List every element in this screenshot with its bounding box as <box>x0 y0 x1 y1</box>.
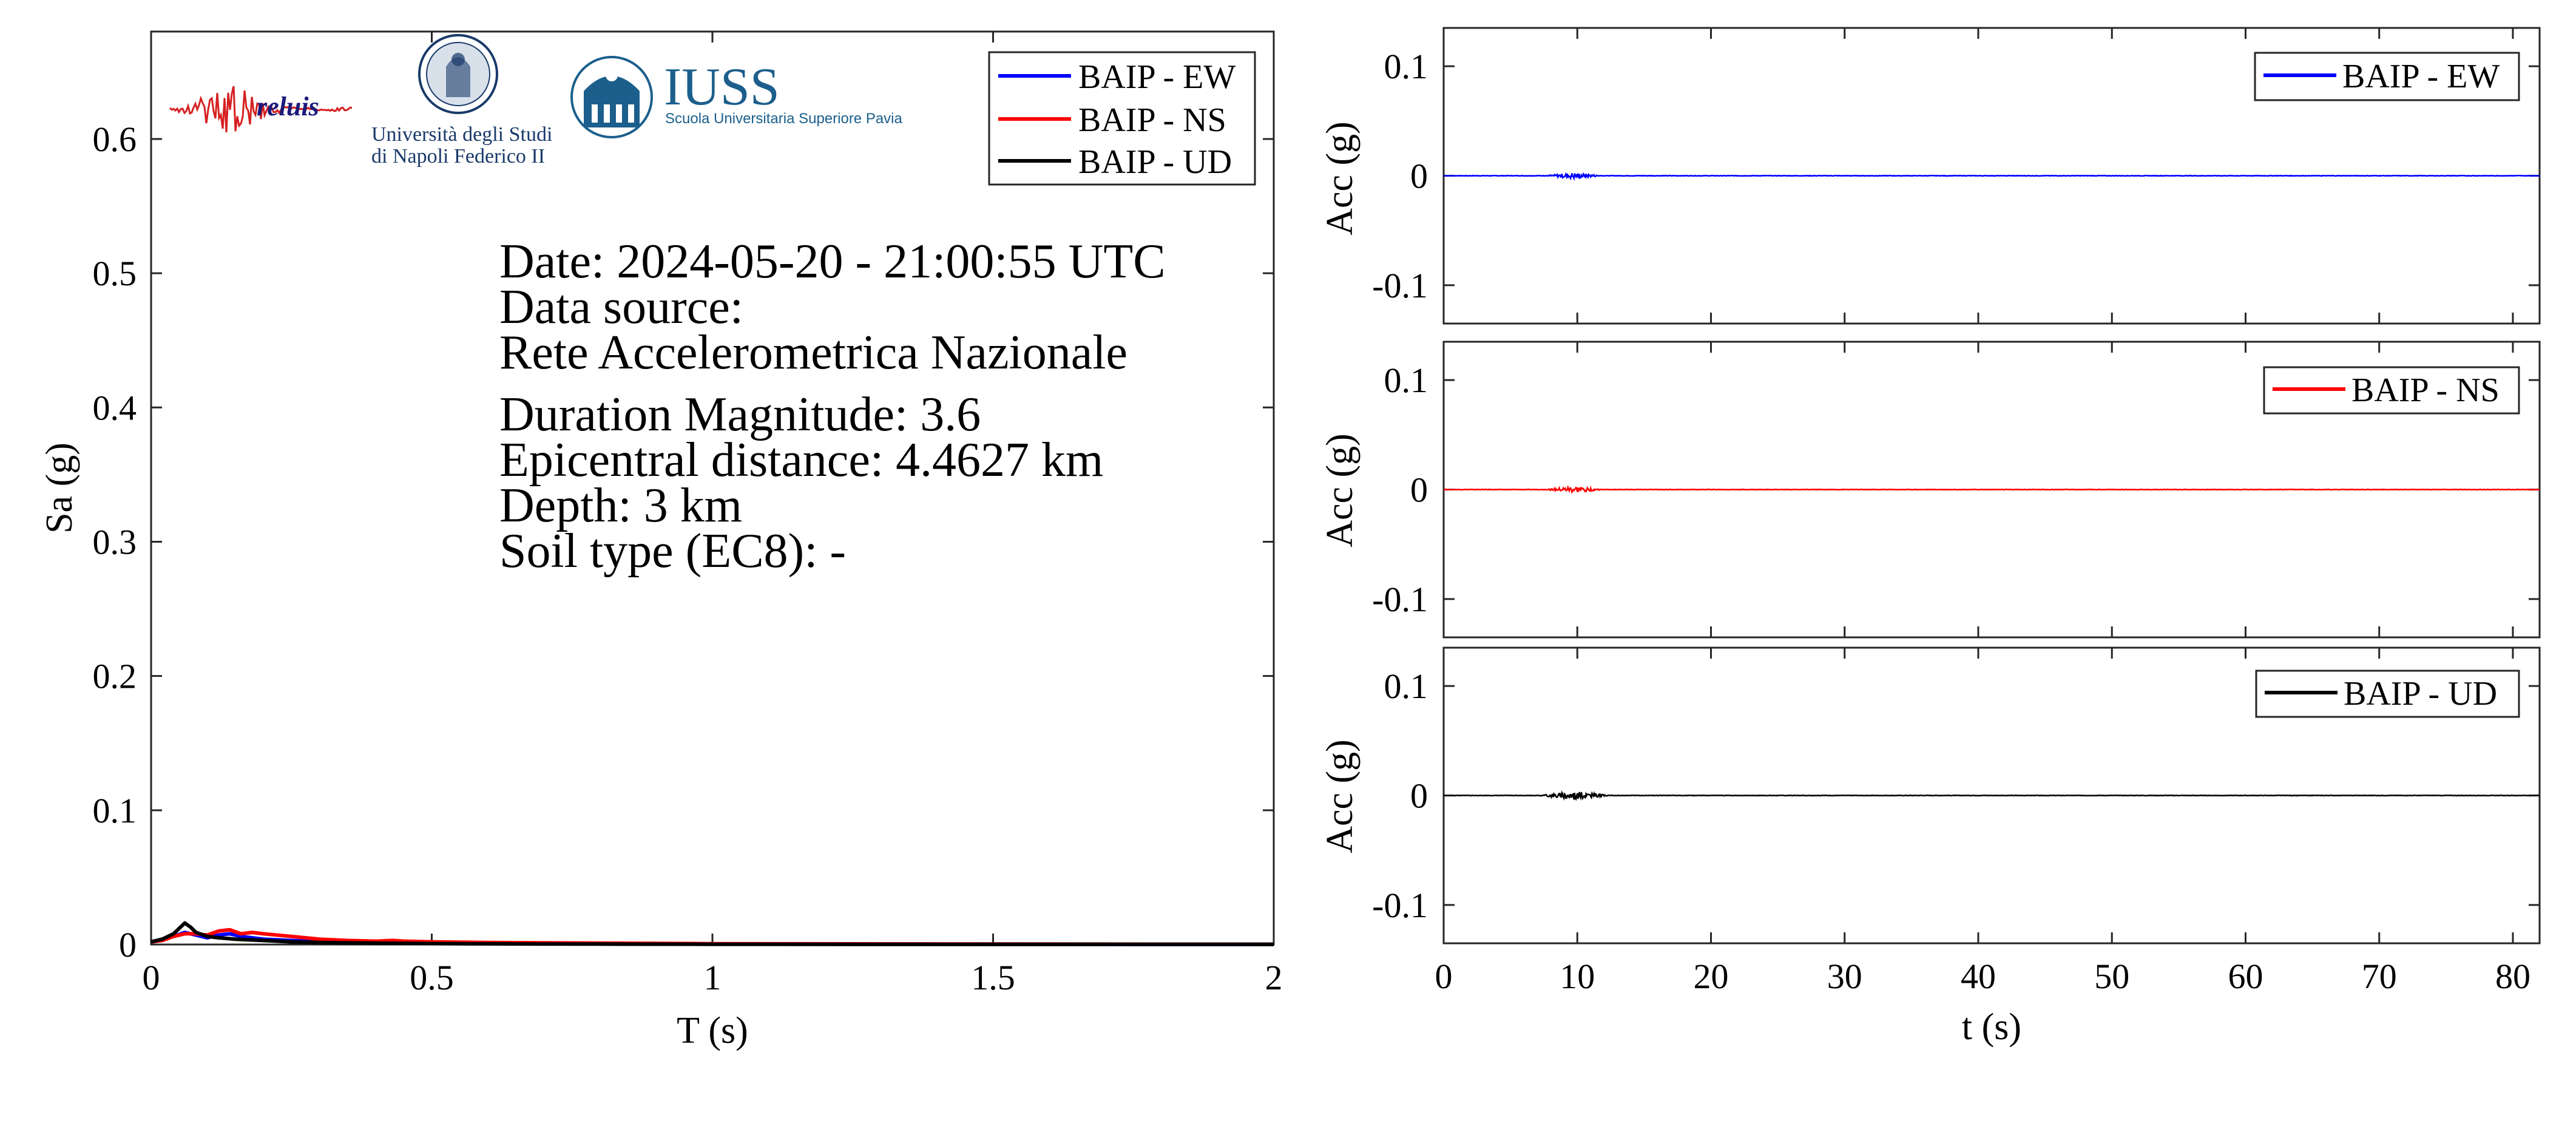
acc-ew-series <box>1444 172 2540 181</box>
legend-label-ns: BAIP - NS <box>1078 101 1226 139</box>
acc-x-tick-label: 60 <box>2228 957 2263 996</box>
spectrum-x-tick-label: 1.5 <box>971 958 1015 997</box>
acc-ew-y-tick-label: -0.1 <box>1372 266 1428 305</box>
depth: Depth: 3 km <box>499 479 742 532</box>
spectrum-x-tick-label: 1 <box>704 958 722 997</box>
acceleration-panel-ew: 0.1 0 -0.1 BAIP - EW Acc (g) <box>1319 27 2541 325</box>
spectrum-y-tick-label: 0 <box>119 925 137 965</box>
acc-x-tick-label: 30 <box>1827 957 1862 996</box>
acc-ns-trace <box>1443 484 2540 494</box>
acc-ud-ticks: 0.10-0.10 10 20 30 40 50 60 70 80 <box>1372 648 2540 996</box>
acc-x-tick-label: 50 <box>2094 957 2129 996</box>
acc-ns-y-tick-label: 0.1 <box>1384 361 1428 400</box>
acceleration-panel-ns: 0.1 0 -0.1 BAIP - NS Acc (g) <box>1319 341 2541 639</box>
acc-ns-y-tick-label: 0 <box>1410 470 1428 510</box>
spectrum-legend: BAIP - EW BAIP - NS BAIP - UD <box>988 51 1256 186</box>
event-info-block: Date: 2024-05-20 - 21:00:55 UTC Data sou… <box>499 235 1166 578</box>
iuss-logo-subtitle: Scuola Universitaria Superiore Pavia <box>665 110 903 127</box>
acc-ud-y-tick-label: 0.1 <box>1384 666 1428 706</box>
acc-ns-y-tick-label: -0.1 <box>1372 580 1428 619</box>
acc-x-tick-label: 40 <box>1961 957 1996 996</box>
acc-ew-y-axis-title: Acc (g) <box>1319 121 1361 236</box>
acc-ud-y-tick-label: 0 <box>1410 776 1428 816</box>
data-source-name: Rete Accelerometrica Nazionale <box>499 326 1127 379</box>
time-x-axis-title: t (s) <box>1962 1006 2021 1048</box>
spectrum-x-tick-label: 2 <box>1265 958 1283 997</box>
reluis-logo: reluis <box>169 86 353 133</box>
iuss-logo-title: IUSS <box>664 58 780 117</box>
acc-ud-y-axis-title: Acc (g) <box>1319 739 1361 853</box>
acc-x-tick-label: 80 <box>2495 957 2530 996</box>
spectrum-y-tick-label: 0.4 <box>93 388 137 427</box>
acc-ew-ticks: 0.1 0 -0.1 <box>1372 28 2540 324</box>
spectrum-x-tick-label: 0 <box>143 958 160 997</box>
acceleration-panel-ud: 0.10-0.10 10 20 30 40 50 60 70 80 BAIP - UD Acc … <box>1319 646 2541 1048</box>
acc-ns-y-axis-title: Acc (g) <box>1319 433 1361 548</box>
acc-ud-series <box>1443 790 2540 801</box>
spectrum-y-tick-label: 0.1 <box>93 791 137 830</box>
acc-ud-y-tick-label: -0.1 <box>1372 886 1428 925</box>
napoli-university-logo: Università degli Studi di Napoli Federic… <box>371 34 552 168</box>
legend-label-ud: BAIP - UD <box>1078 143 1232 181</box>
spectrum-y-tick-label: 0.5 <box>93 254 137 293</box>
spectrum-y-tick-label: 0.6 <box>93 120 137 159</box>
napoli-seal-icon <box>418 34 498 114</box>
napoli-logo-line1: Università degli Studi <box>371 123 552 146</box>
spectrum-x-tick-label: 0.5 <box>410 958 454 997</box>
legend-label-ew: BAIP - EW <box>1078 58 1236 96</box>
iuss-logo: IUSS Scuola Universitaria Superiore Pavi… <box>570 56 903 138</box>
acc-ew-legend-label: BAIP - EW <box>2342 58 2500 95</box>
spectrum-y-axis-title: Sa (g) <box>39 443 80 534</box>
soil-type: Soil type (EC8): - <box>499 524 846 578</box>
event-date: Date: 2024-05-20 - 21:00:55 UTC <box>499 235 1166 288</box>
duration-magnitude: Duration Magnitude: 3.6 <box>499 388 981 441</box>
acc-x-tick-label: 10 <box>1560 957 1595 996</box>
acc-ns-ticks: 0.1 0 -0.1 <box>1372 342 2540 637</box>
reluis-logo-text: reluis <box>257 92 319 121</box>
spectrum-x-axis-title: T (s) <box>677 1010 748 1051</box>
acc-ud-legend-label: BAIP - UD <box>2344 675 2497 713</box>
acc-x-tick-label: 0 <box>1435 957 1453 996</box>
spectrum-y-tick-label: 0.3 <box>93 522 137 561</box>
acc-ns-legend-label: BAIP - NS <box>2351 371 2500 409</box>
response-spectrum-chart: 0 0.5 1 1.5 2 0 0.1 0.2 0.3 0.4 0.5 0.6 reluis Univ… <box>39 30 1283 1051</box>
acc-ew-trace <box>1444 172 2540 181</box>
acc-ew-y-tick-label: 0.1 <box>1384 47 1428 86</box>
reluis-waveform-icon <box>169 86 353 133</box>
data-source-label: Data source: <box>499 280 743 334</box>
reluis-wave-line <box>169 86 353 133</box>
iuss-building-icon <box>570 56 653 138</box>
acc-x-tick-label: 20 <box>1693 957 1728 996</box>
spectrum-y-tick-label: 0.2 <box>93 657 137 696</box>
spectrum-line-ud <box>150 921 1274 946</box>
acc-ew-y-tick-label: 0 <box>1410 157 1428 196</box>
acc-x-tick-label: 70 <box>2362 957 2397 996</box>
napoli-logo-line2: di Napoli Federico II <box>371 145 545 168</box>
acc-ud-trace <box>1443 790 2540 801</box>
spectrum-series <box>150 921 1274 946</box>
spectrum-ticks: 0 0.5 1 1.5 2 0 0.1 0.2 0.3 0.4 0.5 0.6 <box>93 32 1283 997</box>
acc-ns-series <box>1443 484 2540 494</box>
epicentral-distance: Epicentral distance: 4.4627 km <box>499 433 1103 487</box>
